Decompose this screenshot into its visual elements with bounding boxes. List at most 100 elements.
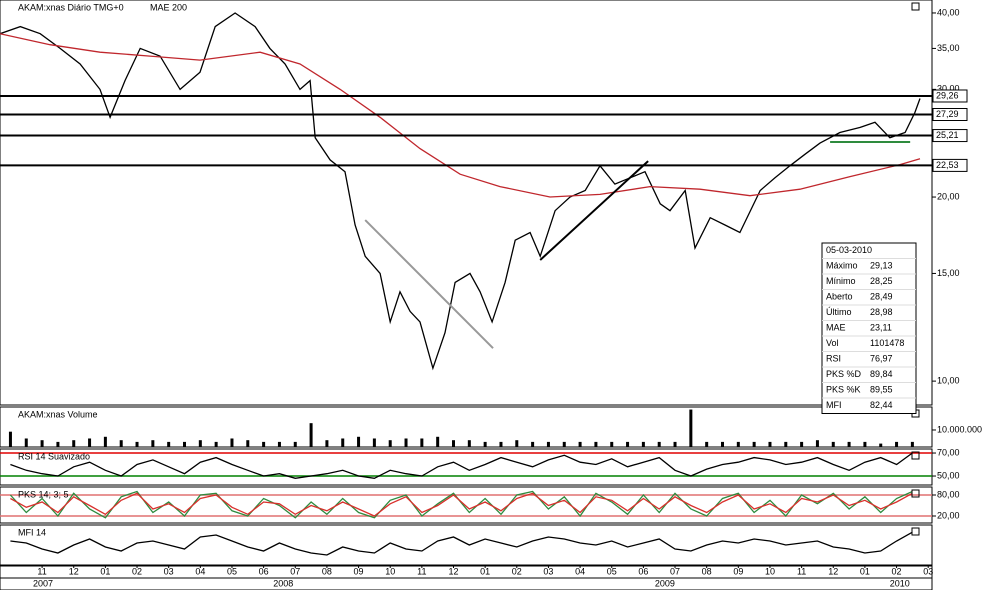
y-tick-label: 35,00	[937, 43, 960, 53]
info-label: MAE	[826, 323, 846, 333]
volume-bar	[404, 438, 408, 447]
volume-bar	[689, 409, 693, 447]
x-tick-label: 06	[259, 566, 269, 576]
series-line	[10, 452, 913, 479]
volume-bar	[546, 441, 550, 447]
year-label: 2009	[655, 578, 675, 588]
volume-bar	[562, 441, 566, 447]
x-tick-label: 07	[290, 566, 300, 576]
volume-bar	[230, 438, 234, 447]
panel-frame	[0, 406, 933, 448]
volume-bar	[752, 441, 756, 447]
volume-bar	[831, 441, 835, 447]
volume-bar	[325, 440, 329, 447]
year-label: 2007	[33, 578, 53, 588]
info-date: 05-03-2010	[826, 245, 872, 255]
volume-bar	[293, 441, 297, 447]
panel-maximize	[911, 2, 920, 11]
x-tick-label: 01	[860, 566, 870, 576]
x-tick-label: 12	[828, 566, 838, 576]
panel-title: AKAM:xnas Diário TMG+0	[18, 2, 124, 12]
x-tick-label: 11	[797, 566, 806, 576]
panel-frame	[0, 448, 933, 486]
volume-bar	[879, 443, 883, 447]
level-label: 22,53	[936, 160, 959, 170]
x-tick-label: 01	[480, 566, 490, 576]
x-tick-label: 09	[354, 566, 364, 576]
level-label: 27,29	[936, 109, 959, 119]
y-tick-label: 30,00	[937, 84, 960, 94]
info-label: RSI	[826, 354, 841, 364]
info-value: 28,98	[870, 307, 893, 317]
panel-maximize[interactable]	[911, 489, 920, 498]
year-label: 2010	[890, 578, 910, 588]
volume-bar	[784, 441, 788, 447]
volume-bar	[768, 441, 772, 447]
volume-bar	[103, 436, 107, 447]
x-tick-label: 03	[164, 566, 174, 576]
y-tick-label: 70,00	[937, 447, 960, 457]
volume-bar	[895, 441, 899, 447]
volume-bar	[515, 440, 519, 447]
y-tick-label: 20,00	[937, 191, 960, 201]
y-tick-label: 20,00	[937, 510, 960, 520]
volume-bar	[341, 438, 345, 447]
x-tick-label: 12	[69, 566, 79, 576]
x-tick-label: 03	[543, 566, 553, 576]
volume-bar	[214, 441, 218, 447]
x-tick-label: 10	[765, 566, 775, 576]
y-tick-label: 10,00	[937, 375, 960, 385]
panel-title: MFI 14	[18, 527, 46, 537]
volume-bar	[910, 441, 914, 447]
volume-bar	[151, 440, 155, 447]
x-tick-label: 07	[670, 566, 680, 576]
panel	[10, 531, 913, 556]
volume-bar	[483, 441, 487, 447]
panel-frame	[0, 524, 933, 566]
info-label: MFI	[826, 400, 842, 410]
volume-bar	[88, 438, 92, 447]
x-tick-label: 08	[322, 566, 332, 576]
volume-bar	[673, 441, 677, 447]
volume-bar	[436, 436, 440, 447]
y-tick-label: 15,00	[937, 268, 960, 278]
volume-bar	[198, 440, 202, 447]
level-label-box	[932, 108, 968, 122]
level-label: 29,26	[936, 90, 959, 100]
x-tick-label: 04	[195, 566, 205, 576]
info-label: Último	[826, 307, 852, 317]
volume-bar	[578, 441, 582, 447]
level-label-box	[932, 129, 968, 143]
volume-bar	[626, 441, 630, 447]
info-value: 76,97	[870, 354, 893, 364]
info-value: 28,49	[870, 292, 893, 302]
volume-bar	[847, 441, 851, 447]
trendline	[539, 160, 649, 261]
info-value: 29,13	[870, 261, 893, 271]
year-label: 2008	[273, 578, 293, 588]
x-tick-label: 02	[892, 566, 902, 576]
panel-maximize[interactable]	[911, 451, 920, 460]
x-tick-label: 02	[512, 566, 522, 576]
panel-title: PKS 14; 3; 5	[18, 489, 69, 499]
y-tick-label: 80,00	[937, 489, 960, 499]
volume-bar	[167, 441, 171, 447]
info-label: PKS %K	[826, 385, 861, 395]
volume-bar	[499, 441, 503, 447]
x-tick-label: 11	[37, 566, 46, 576]
volume-bar	[372, 438, 376, 447]
legend-entry: MAE 200	[150, 2, 187, 12]
panel-maximize[interactable]	[911, 527, 920, 536]
level-label-box	[932, 158, 968, 172]
x-tick-label: 12	[448, 566, 458, 576]
series-line	[0, 12, 921, 371]
x-tick-label: 01	[100, 566, 110, 576]
panel-frame	[0, 486, 933, 524]
y-tick-label: 40,00	[937, 7, 960, 17]
x-tick-label: 06	[638, 566, 648, 576]
volume-bar	[72, 440, 76, 447]
panel	[8, 409, 914, 447]
volume-bar	[246, 440, 250, 447]
volume-bar	[610, 441, 614, 447]
